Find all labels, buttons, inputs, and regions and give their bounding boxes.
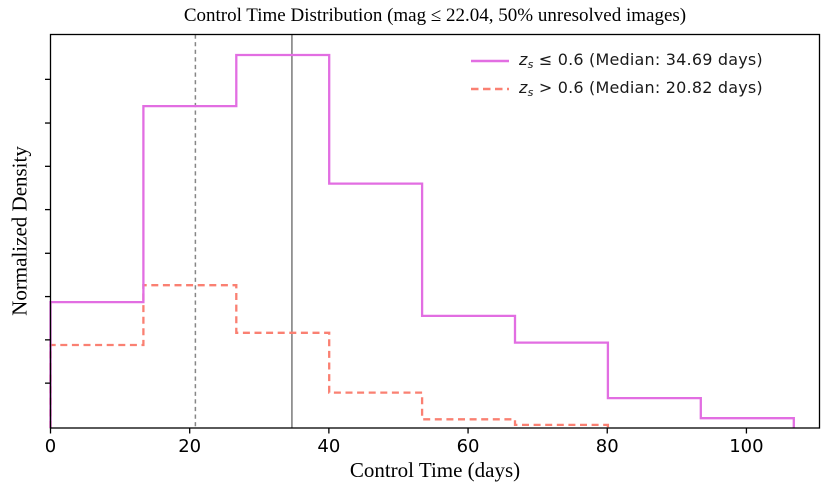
x-tick-label: 100: [729, 436, 763, 457]
x-tick-label: 80: [596, 436, 619, 457]
x-axis-label: Control Time (days): [349, 458, 521, 482]
histogram-series-zs-le-0.6: [49, 53, 795, 428]
legend-label: zs ≤ 0.6 (Median: 34.69 days): [519, 50, 763, 71]
legend: zs ≤ 0.6 (Median: 34.69 days) zs > 0.6 (…: [470, 47, 763, 102]
x-tick-label: 20: [178, 436, 201, 457]
x-tick-label: 60: [457, 436, 480, 457]
legend-label: zs > 0.6 (Median: 20.82 days): [519, 78, 763, 99]
y-axis-label: Normalized Density: [7, 146, 32, 316]
chart-title: Control Time Distribution (mag ≤ 22.04, …: [183, 5, 687, 26]
histogram-series-zs-gt-0.6: [49, 284, 610, 428]
x-tick-label: 40: [317, 436, 340, 457]
legend-item-zs-gt-0.6: zs > 0.6 (Median: 20.82 days): [470, 75, 763, 102]
dashed-line-swatch-icon: [471, 87, 509, 90]
plot-border: [49, 33, 821, 429]
solid-line-swatch-icon: [471, 59, 509, 62]
legend-item-zs-le-0.6: zs ≤ 0.6 (Median: 34.69 days): [470, 47, 763, 74]
x-tick-label: 0: [45, 436, 56, 457]
